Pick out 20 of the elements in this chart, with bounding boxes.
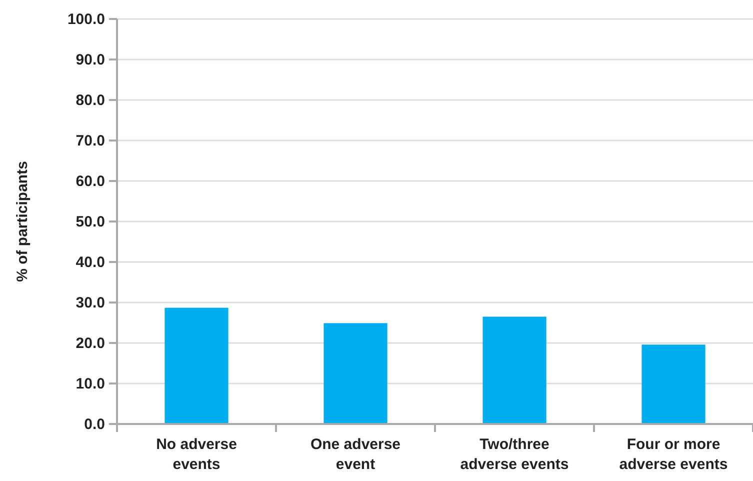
y-tick-label: 90.0 — [76, 51, 105, 68]
y-tick-label: 20.0 — [76, 334, 105, 352]
y-tick-label: 40.0 — [76, 254, 105, 271]
bar — [482, 316, 546, 424]
bar — [324, 323, 388, 424]
y-axis-title: % of participants — [14, 161, 31, 282]
y-tick-label: 80.0 — [76, 92, 105, 109]
bar — [164, 308, 228, 424]
y-tick-label: 60.0 — [76, 172, 105, 190]
y-tick-label: 10.0 — [76, 375, 105, 392]
x-tick-label: One adverse event — [310, 436, 401, 473]
x-tick-label: Four or more adverse events — [619, 436, 728, 473]
x-tick-label: No adverse events — [156, 436, 237, 473]
x-tick-label: Two/three adverse events — [460, 436, 569, 473]
y-tick-label: 30.0 — [76, 294, 105, 312]
y-tick-label: 70.0 — [76, 132, 105, 150]
bar — [642, 344, 706, 424]
y-tick-label: 100.0 — [67, 10, 105, 28]
y-tick-label: 50.0 — [76, 213, 105, 230]
y-tick-label: 0.0 — [84, 416, 105, 433]
